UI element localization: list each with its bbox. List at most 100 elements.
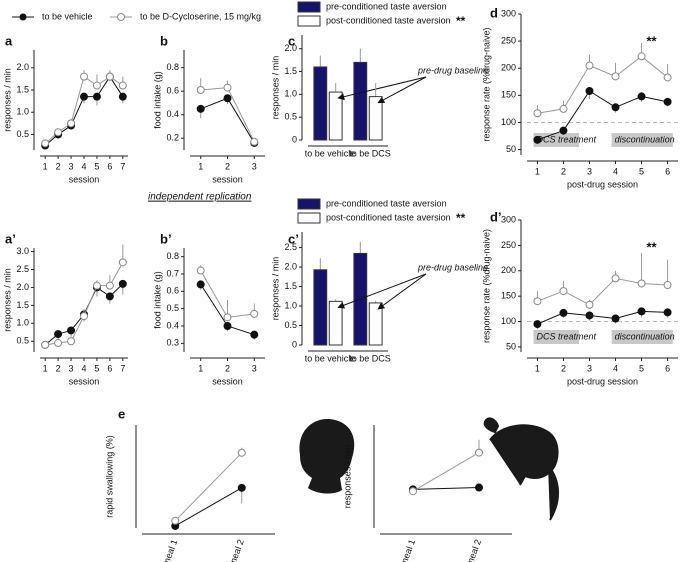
y-axis-label: responses / min <box>2 68 12 132</box>
point <box>223 322 232 330</box>
point <box>409 487 417 496</box>
phase-label: discontinuation <box>615 331 675 341</box>
legend-label: pre-conditioned taste aversion <box>326 198 447 208</box>
series-line <box>537 310 668 325</box>
point <box>105 281 114 290</box>
point <box>67 326 76 335</box>
y-axis-label: food intake (g) <box>152 71 162 129</box>
panel-label: b <box>160 33 168 48</box>
x-tick-label: 6 <box>665 363 670 373</box>
panel-label: b’ <box>160 231 172 246</box>
y-axis-label: food intake (g) <box>152 271 162 329</box>
bar <box>313 66 328 141</box>
panel-label: a’ <box>5 231 16 246</box>
y-tick-label: 2.0 <box>16 282 29 292</box>
panel-label: d <box>490 5 498 20</box>
x-tick-label: meal 2 <box>464 538 483 562</box>
legend-label: pre-conditioned taste aversion <box>326 1 447 11</box>
point <box>475 483 483 492</box>
point <box>80 72 88 81</box>
point <box>92 92 101 101</box>
point <box>611 103 620 112</box>
y-tick-label: 0.4 <box>166 109 179 119</box>
series-line <box>537 90 668 141</box>
y-tick-label: 200 <box>501 63 516 73</box>
point <box>585 311 594 320</box>
y-axis-label: responses / min <box>270 257 280 321</box>
y-tick-label: 0.5 <box>16 129 29 139</box>
point <box>196 104 205 113</box>
x-tick-label: 4 <box>81 363 86 373</box>
y-tick-label: 150 <box>501 291 516 301</box>
y-axis-label: responses / min <box>270 56 280 120</box>
x-tick-label: 5 <box>639 363 644 373</box>
series-line <box>537 55 668 114</box>
x-tick-label: 1 <box>198 161 203 171</box>
y-tick-label: 0.8 <box>166 62 179 72</box>
phase-label: discontinuation <box>615 134 675 144</box>
point <box>663 73 672 82</box>
significance: ** <box>646 239 657 254</box>
y-tick-label: 250 <box>501 35 516 45</box>
point <box>663 308 672 317</box>
y-tick-label: 1.5 <box>16 84 29 94</box>
x-tick-label: to be DCS <box>349 353 391 363</box>
point <box>67 337 76 346</box>
x-tick-label: 6 <box>107 363 112 373</box>
point <box>223 313 232 322</box>
legend-label: post-conditioned taste aversion <box>326 212 451 222</box>
point <box>475 448 483 457</box>
phase-box <box>533 133 580 147</box>
y-tick-label: 1.0 <box>16 318 29 328</box>
x-axis-label: session <box>69 174 100 184</box>
series-line <box>412 487 480 490</box>
x-tick-label: to be DCS <box>349 148 391 158</box>
x-axis-label: session <box>212 376 243 386</box>
point <box>80 92 88 101</box>
y-tick-label: 1.5 <box>284 66 297 76</box>
phase-box <box>611 133 673 147</box>
x-axis-label: session <box>69 376 100 386</box>
y-tick-label: 300 <box>501 8 516 18</box>
point <box>196 86 205 94</box>
point <box>54 128 63 137</box>
panel-label: c’ <box>288 231 299 246</box>
y-tick-label: 3.0 <box>16 246 29 256</box>
annotation-arrow <box>377 273 427 310</box>
point <box>250 309 259 318</box>
x-tick-label: 1 <box>198 363 203 373</box>
legend-label: post-conditioned taste aversion <box>326 15 451 25</box>
x-tick-label: 6 <box>107 161 112 171</box>
child-silhouette <box>299 419 355 494</box>
y-tick-label: 0.5 <box>284 320 297 330</box>
y-tick-label: 0.5 <box>166 303 179 313</box>
point <box>237 448 246 457</box>
series-line <box>412 452 480 492</box>
point <box>533 320 542 329</box>
replication-note: independent replication <box>148 192 252 203</box>
y-tick-label: 100 <box>501 316 516 326</box>
point <box>196 280 205 289</box>
y-tick-label: 200 <box>501 265 516 275</box>
x-tick-label: 3 <box>587 363 592 373</box>
legend-marker <box>19 13 27 21</box>
x-tick-label: 5 <box>94 161 99 171</box>
x-tick-label: 7 <box>120 363 125 373</box>
series-line <box>537 277 668 306</box>
x-tick-label: meal 2 <box>227 538 246 562</box>
x-tick-label: 2 <box>561 166 566 176</box>
x-tick-label: meal 1 <box>161 538 180 562</box>
x-tick-label: 7 <box>120 161 125 171</box>
point <box>105 72 114 81</box>
annotation-arrow <box>377 76 427 104</box>
point <box>611 274 620 283</box>
panel-label: d’ <box>490 209 502 224</box>
annotation: pre-drug baseline <box>417 262 488 272</box>
x-axis-label: post-drug session <box>567 376 638 386</box>
y-tick-label: 50 <box>506 341 516 351</box>
y-tick-label: 0.4 <box>166 320 179 330</box>
y-tick-label: 0 <box>292 339 297 349</box>
point <box>118 81 127 90</box>
x-tick-label: 2 <box>56 161 61 171</box>
y-tick-label: 1.0 <box>284 89 297 99</box>
